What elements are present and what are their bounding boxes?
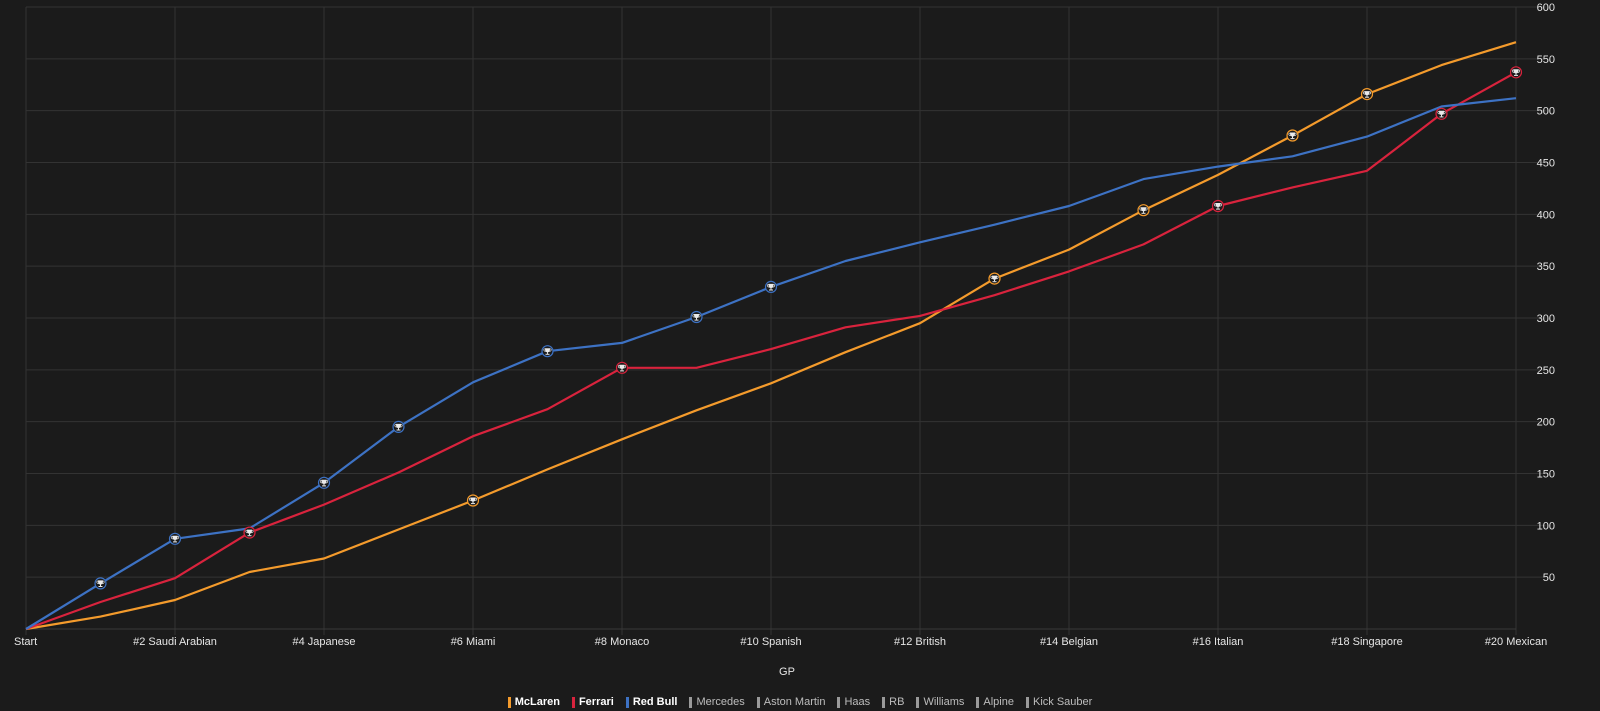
trophy-icon[interactable]: [764, 280, 778, 293]
trophy-icon[interactable]: [1435, 107, 1448, 120]
y-axis: 50 100 150 200 250 300 350 400 450 500 550 600: [1537, 2, 1555, 584]
chart-grid: [25, 6, 1546, 635]
legend-label: RB: [889, 696, 905, 708]
y-tick-label: 600: [1537, 2, 1555, 14]
trophy-icon[interactable]: [168, 532, 182, 545]
legend-label: Red Bull: [632, 696, 678, 708]
trophy-icon[interactable]: [94, 577, 107, 590]
legend-item-ferrari[interactable]: Ferrari: [571, 695, 614, 709]
y-tick-label: 450: [1537, 158, 1555, 170]
legend-swatch: [689, 696, 693, 708]
legend-swatch: [507, 696, 511, 708]
legend-label: McLaren: [514, 696, 560, 708]
x-axis-title: GP: [779, 666, 795, 678]
x-tick-label: #18 Singapore: [1331, 636, 1403, 648]
trophy-icon[interactable]: [1211, 199, 1225, 213]
trophy-icon[interactable]: [392, 420, 405, 433]
trophy-icon[interactable]: [317, 476, 331, 489]
x-tick-label: #14 Belgian: [1040, 636, 1098, 648]
trophy-icon[interactable]: [1286, 129, 1299, 142]
legend-label: Ferrari: [578, 696, 614, 708]
x-tick-label: #8 Monaco: [595, 636, 649, 648]
y-tick-label: 250: [1537, 365, 1555, 377]
x-tick-label: #2 Saudi Arabian: [133, 636, 217, 648]
y-tick-label: 200: [1537, 417, 1555, 429]
trophy-icon[interactable]: [988, 272, 1001, 285]
legend-item-mclaren[interactable]: McLaren: [507, 695, 560, 709]
x-tick-label: #10 Spanish: [740, 636, 801, 648]
y-tick-label: 300: [1537, 313, 1555, 325]
trophy-icon[interactable]: [466, 494, 480, 507]
legend-swatch: [571, 696, 575, 708]
legend-item-rb[interactable]: RB: [882, 695, 904, 709]
x-tick-label: #6 Miami: [451, 636, 496, 648]
y-tick-label: 400: [1537, 209, 1555, 221]
trophy-icon[interactable]: [690, 310, 703, 324]
legend-swatch: [882, 696, 886, 708]
series-line-ferrari[interactable]: [25, 71, 1517, 631]
x-tick-label: #16 Italian: [1193, 636, 1244, 648]
trophy-icon[interactable]: [1509, 66, 1523, 79]
legend-item-mercedes[interactable]: Mercedes: [689, 695, 745, 709]
legend-label: Kick Sauber: [1032, 696, 1093, 708]
legend-swatch: [756, 696, 760, 708]
legend-item-williams[interactable]: Williams: [916, 695, 964, 709]
legend-item-red-bull[interactable]: Red Bull: [625, 695, 678, 709]
y-tick-label: 50: [1543, 572, 1555, 584]
legend-swatch: [625, 696, 629, 708]
trophy-icon[interactable]: [1360, 87, 1374, 101]
legend-item-aston-martin[interactable]: Aston Martin: [756, 695, 826, 709]
x-tick-label: #12 British: [894, 636, 946, 648]
chart-legend: McLaren Ferrari Red Bull Mercedes Aston Mart…: [0, 695, 1600, 709]
y-tick-label: 500: [1537, 106, 1555, 118]
series-line-mclaren[interactable]: [25, 41, 1517, 631]
legend-label: Alpine: [983, 696, 1014, 708]
legend-item-kick-sauber[interactable]: Kick Sauber: [1025, 695, 1093, 709]
legend-label: Williams: [923, 696, 965, 708]
x-axis: Start #2 Saudi Arabian #4 Japanese #6 Miami…: [14, 636, 1547, 648]
y-tick-label: 150: [1537, 469, 1555, 481]
legend-swatch: [837, 696, 841, 708]
trophy-icon[interactable]: [541, 345, 554, 358]
x-tick-label: Start: [14, 636, 37, 648]
x-tick-label: #4 Japanese: [293, 636, 356, 648]
legend-item-alpine[interactable]: Alpine: [976, 695, 1014, 709]
y-tick-label: 550: [1537, 54, 1555, 66]
legend-swatch: [1025, 696, 1029, 708]
legend-swatch: [916, 696, 920, 708]
legend-swatch: [976, 696, 980, 708]
chart-win-markers: [94, 66, 1523, 590]
trophy-icon[interactable]: [615, 361, 629, 374]
y-tick-label: 100: [1537, 520, 1555, 532]
legend-item-haas[interactable]: Haas: [837, 695, 870, 709]
legend-label: Mercedes: [696, 696, 745, 708]
points-line-chart: 50 100 150 200 250 300 350 400 450 500 550 600 Star…: [14, 2, 1555, 678]
legend-label: Haas: [844, 696, 871, 708]
trophy-icon[interactable]: [243, 526, 256, 539]
y-tick-label: 350: [1537, 261, 1555, 273]
legend-label: Aston Martin: [763, 696, 826, 708]
trophy-icon[interactable]: [1137, 204, 1150, 217]
x-tick-label: #20 Mexican: [1485, 636, 1547, 648]
